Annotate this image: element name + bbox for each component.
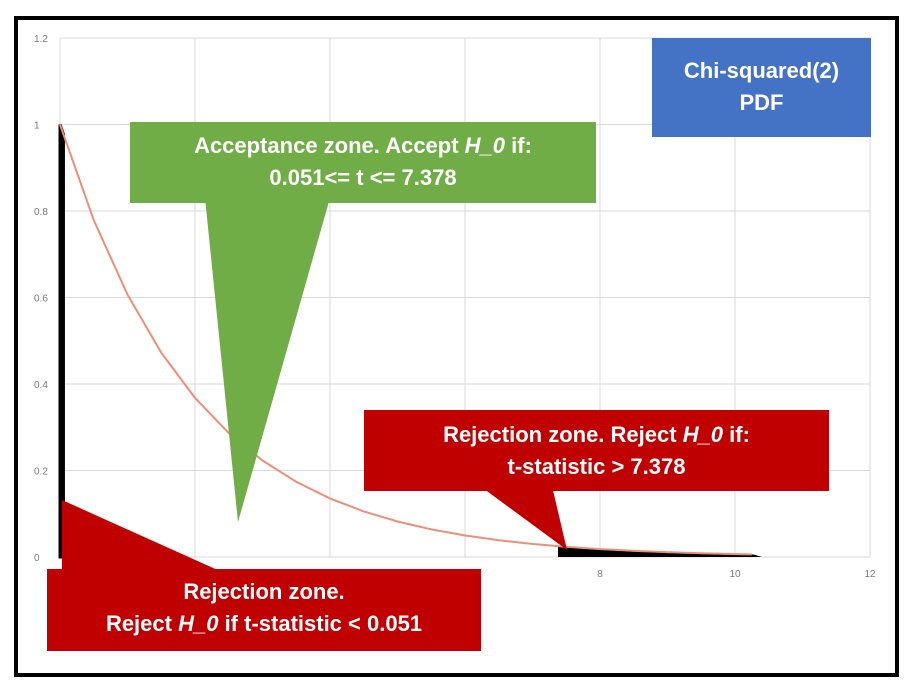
y-tick-label: 0.2 (34, 467, 48, 478)
acceptance-prefix: Acceptance zone. Accept (194, 133, 465, 158)
right-rejection-callout-line2: t-statistic > 7.378 (507, 454, 686, 479)
pdf-curve (59, 124, 752, 556)
right-rejection-callout-line1: Rejection zone. Reject H_0 if: (364, 419, 829, 451)
acceptance-suffix: if: (505, 133, 532, 158)
left-rejection-fill (58, 124, 65, 559)
chart-title-box: Chi-squared(2) PDF (652, 38, 871, 137)
acceptance-callout-line1: Acceptance zone. Accept H_0 if: (130, 130, 596, 162)
x-tick-label: 8 (597, 569, 603, 580)
chart-title-line1: Chi-squared(2) (683, 58, 840, 83)
chart-title-line2: PDF (739, 90, 784, 115)
left-rejection-zone-callout: Rejection zone. Reject H_0 if t-statisti… (47, 569, 481, 651)
y-tick-label: 0.6 (34, 294, 48, 305)
left-rejection-suffix: if t-statistic < 0.051 (218, 611, 423, 636)
acceptance-h0: H_0 (464, 133, 506, 158)
y-tick-label: 1.2 (34, 34, 48, 45)
right-rejection-prefix: Rejection zone. Reject (443, 422, 683, 447)
right-rejection-h0: H_0 (682, 422, 724, 447)
right-rejection-suffix: if: (723, 422, 750, 447)
y-tick-labels: 0 0.2 0.4 0.6 0.8 1 1.2 (34, 34, 48, 564)
left-rejection-h0: H_0 (178, 611, 219, 636)
y-tick-label: 0.8 (34, 207, 48, 218)
y-tick-label: 0.4 (34, 380, 48, 391)
left-rejection-callout-pointer (62, 500, 222, 572)
left-rejection-prefix: Reject (105, 611, 179, 636)
left-rejection-callout-line1: Rejection zone. (183, 579, 345, 604)
acceptance-callout-line2: 0.051<= t <= 7.378 (269, 165, 457, 190)
y-tick-label: 0 (34, 553, 40, 564)
y-tick-label: 1 (34, 121, 40, 132)
x-tick-labels: 8 10 12 (597, 569, 876, 580)
right-rejection-zone-callout: Rejection zone. Reject H_0 if: t-statist… (364, 410, 829, 491)
x-tick-label: 12 (864, 569, 876, 580)
acceptance-callout-pointer (205, 198, 330, 522)
acceptance-zone-callout: Acceptance zone. Accept H_0 if: 0.051<= … (130, 122, 596, 203)
left-rejection-callout-line2: Reject H_0 if t-statistic < 0.051 (47, 608, 481, 640)
x-tick-label: 10 (729, 569, 741, 580)
right-rejection-callout-pointer (480, 486, 567, 550)
